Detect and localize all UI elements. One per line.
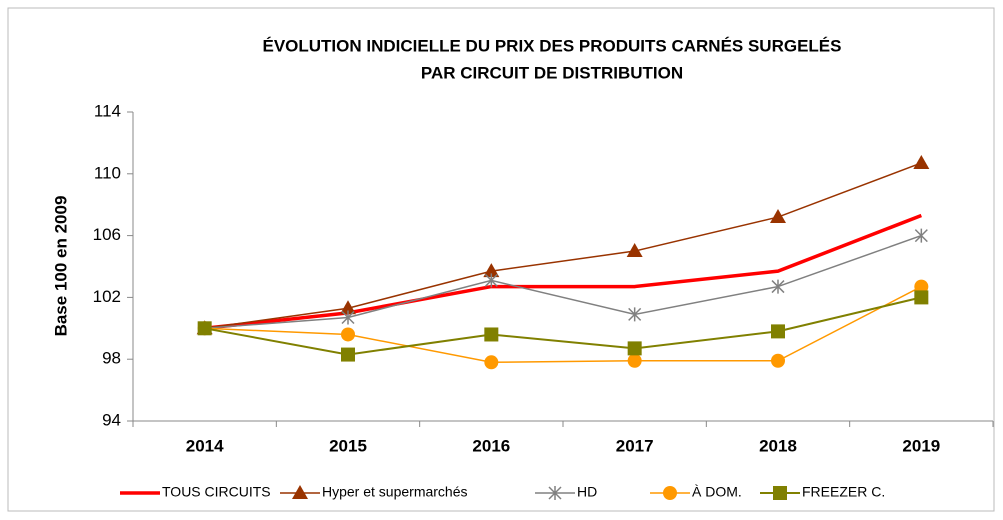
marker xyxy=(771,324,785,339)
marker xyxy=(341,310,355,325)
series-line xyxy=(204,296,922,356)
series-line xyxy=(204,234,922,330)
chart-title: ÉVOLUTION INDICIELLE DU PRIX DES PRODUIT… xyxy=(262,36,841,55)
y-tick-label: 94 xyxy=(102,410,121,429)
x-tick-label: 2014 xyxy=(186,436,224,455)
series-line xyxy=(204,162,922,330)
x-tick-label: 2017 xyxy=(616,436,654,455)
marker xyxy=(484,327,499,342)
marker xyxy=(484,355,499,370)
marker xyxy=(341,347,355,362)
y-axis-label: Base 100 en 2009 xyxy=(51,196,70,337)
marker xyxy=(197,321,212,336)
marker xyxy=(914,228,928,243)
marker xyxy=(626,243,643,258)
y-tick-label: 102 xyxy=(93,287,121,306)
legend-label: HD xyxy=(577,484,597,500)
marker xyxy=(627,341,642,356)
marker xyxy=(483,263,500,278)
marker xyxy=(771,353,785,368)
y-tick-label: 114 xyxy=(94,101,121,120)
chart-title: PAR CIRCUIT DE DISTRIBUTION xyxy=(421,63,683,82)
marker xyxy=(913,154,930,169)
legend-label: À DOM. xyxy=(692,484,742,500)
marker xyxy=(914,290,929,305)
y-tick-label: 106 xyxy=(93,225,121,244)
legend-label: TOUS CIRCUITS xyxy=(162,484,271,500)
marker xyxy=(770,209,786,224)
legend-label: Hyper et supermarchés xyxy=(322,484,468,500)
marker xyxy=(484,273,498,288)
marker xyxy=(628,307,642,322)
y-tick-label: 98 xyxy=(102,349,121,368)
x-tick-label: 2018 xyxy=(759,436,797,455)
marker xyxy=(627,353,642,368)
marker xyxy=(341,327,355,342)
y-tick-label: 110 xyxy=(94,163,121,182)
x-tick-label: 2015 xyxy=(329,436,367,455)
x-tick-label: 2016 xyxy=(472,436,510,455)
series-line xyxy=(204,285,922,364)
x-tick-label: 2019 xyxy=(902,436,940,455)
marker xyxy=(292,485,308,499)
chart-frame xyxy=(7,7,995,512)
marker xyxy=(663,486,677,500)
marker xyxy=(771,279,785,294)
marker xyxy=(914,279,929,294)
legend-label: FREEZER C. xyxy=(802,484,885,500)
series-line xyxy=(204,213,922,331)
marker xyxy=(548,486,562,500)
marker xyxy=(773,486,787,500)
marker xyxy=(340,300,356,315)
